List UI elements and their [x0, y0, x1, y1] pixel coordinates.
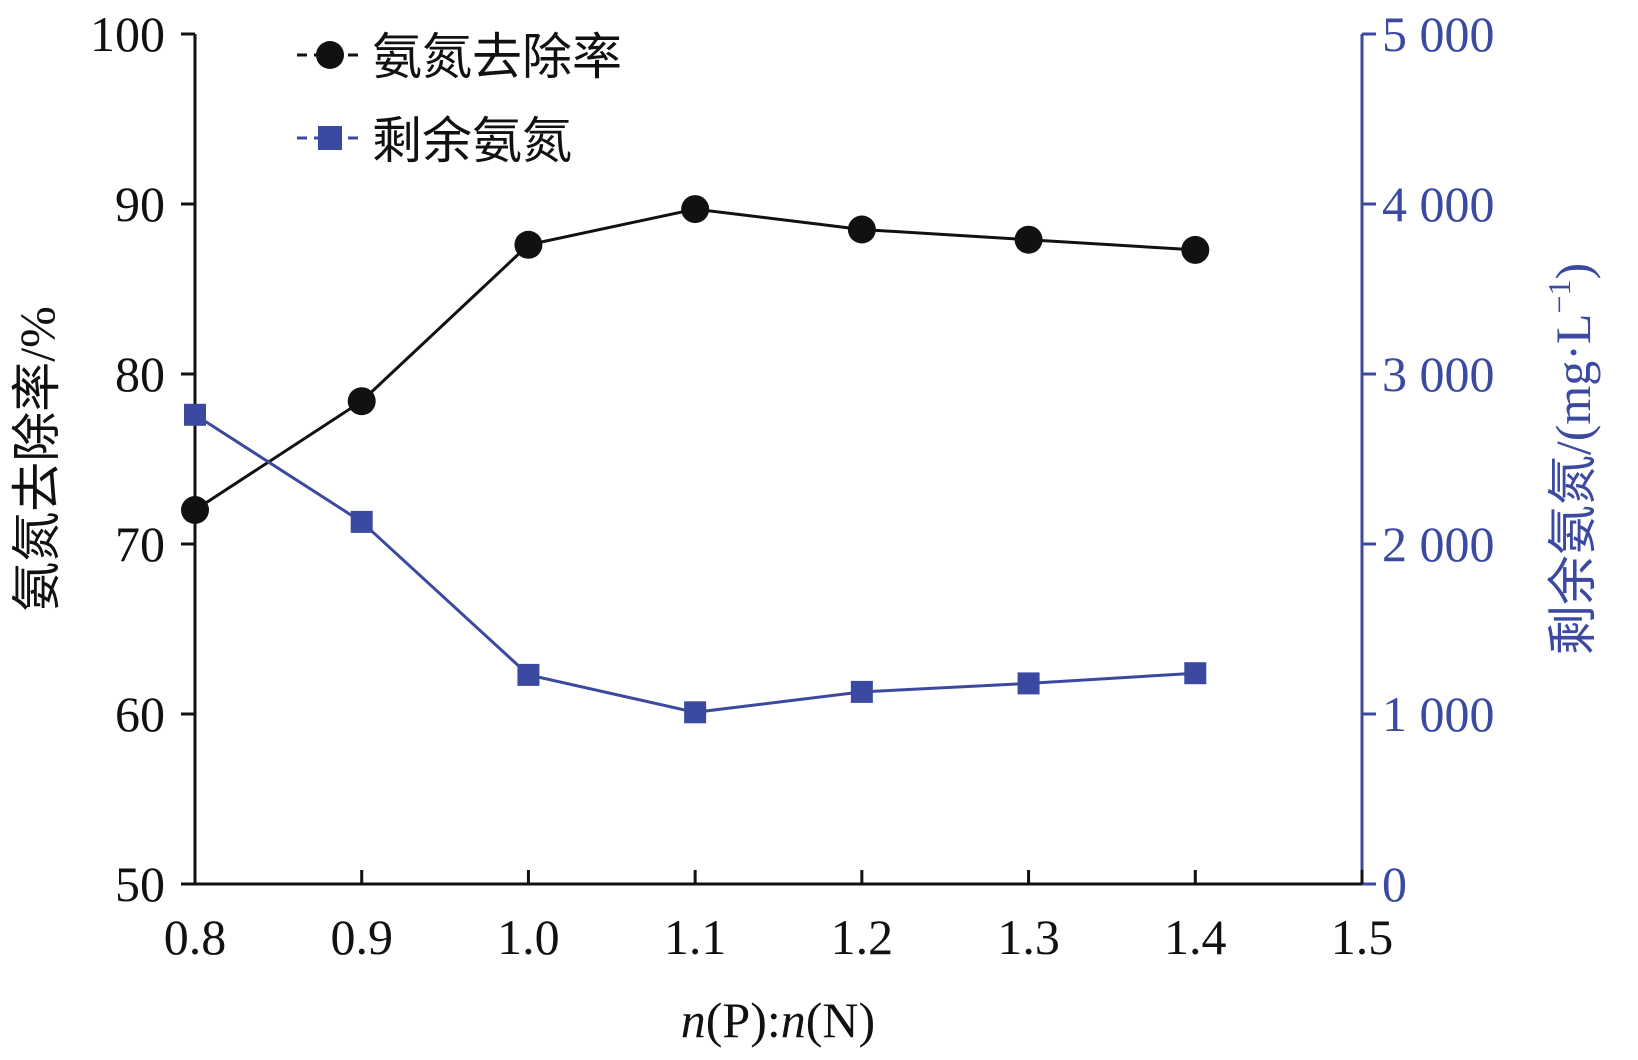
x-axis-label: n(P):n(N)	[681, 992, 875, 1048]
legend: 氨氮去除率 剩余氨氮	[297, 29, 622, 169]
legend-circle-marker-icon	[316, 41, 344, 69]
left-axis-ticks: 50 60 70 80 90 100	[90, 6, 195, 912]
x-tick-label: 1.1	[664, 909, 727, 965]
data-point-removal-rate	[514, 230, 543, 259]
x-tick-label: 1.0	[497, 909, 560, 965]
right-axis-label-sup: −1	[1541, 279, 1577, 313]
legend-square-marker-icon	[318, 126, 342, 150]
data-point-residual-ammonia	[517, 663, 540, 686]
left-tick-label: 80	[115, 346, 165, 402]
data-point-residual-ammonia	[1017, 672, 1040, 695]
data-point-removal-rate	[1014, 225, 1043, 254]
series-line-residual-ammonia	[194, 413, 1196, 714]
right-axis-ticks: 0 1 000 2 000 3 000 4 000 5 000	[1362, 6, 1495, 912]
x-axis-label-n: (N)	[806, 992, 875, 1048]
right-axis-label-main: 剩余氨氮/(mg·L	[1545, 314, 1601, 656]
left-tick-label: 60	[115, 686, 165, 742]
left-tick-label: 70	[115, 516, 165, 572]
data-point-removal-rate	[847, 215, 876, 244]
data-point-residual-ammonia	[350, 510, 373, 533]
x-axis-label-n1: n	[681, 992, 706, 1048]
left-tick-label: 100	[90, 6, 165, 62]
legend-label-residual-ammonia: 剩余氨氮	[372, 113, 572, 169]
x-axis-label-n2: n	[781, 992, 806, 1048]
x-tick-label: 1.5	[1331, 909, 1394, 965]
data-point-residual-ammonia	[684, 701, 707, 724]
x-axis-ticks: 0.8 0.9 1.0 1.1 1.2 1.3 1.4 1.5	[164, 870, 1394, 965]
data-point-residual-ammonia	[1184, 662, 1207, 685]
x-tick-label: 0.9	[330, 909, 393, 965]
x-tick-label: 1.4	[1164, 909, 1227, 965]
x-axis-label-p: (P):	[706, 992, 781, 1048]
right-tick-label: 2 000	[1382, 516, 1495, 572]
right-tick-label: 4 000	[1382, 176, 1495, 232]
left-axis-label: 氨氮去除率/%	[9, 306, 65, 612]
axes	[193, 34, 1364, 886]
left-tick-label: 90	[115, 176, 165, 232]
data-point-removal-rate	[681, 195, 710, 224]
data-point-residual-ammonia	[850, 680, 873, 703]
series-layer	[181, 195, 1210, 724]
right-axis-label: 剩余氨氮/(mg·L−1)	[1541, 263, 1601, 655]
x-tick-label: 0.8	[164, 909, 227, 965]
series-line-removal-rate	[194, 207, 1196, 512]
data-point-removal-rate	[347, 387, 376, 416]
right-axis-label-close: )	[1545, 263, 1601, 280]
legend-item-removal-rate: 氨氮去除率	[297, 29, 622, 85]
right-tick-label: 0	[1382, 856, 1407, 912]
right-tick-label: 1 000	[1382, 686, 1495, 742]
x-tick-label: 1.3	[997, 909, 1060, 965]
data-point-residual-ammonia	[184, 403, 206, 426]
left-tick-label: 50	[115, 856, 165, 912]
data-point-removal-rate	[1181, 235, 1210, 264]
right-tick-label: 3 000	[1382, 346, 1495, 402]
right-tick-label: 5 000	[1382, 6, 1495, 62]
legend-label-removal-rate: 氨氮去除率	[372, 29, 622, 85]
legend-item-residual-ammonia: 剩余氨氮	[297, 113, 572, 169]
data-point-removal-rate	[181, 496, 209, 524]
x-tick-label: 1.2	[831, 909, 894, 965]
